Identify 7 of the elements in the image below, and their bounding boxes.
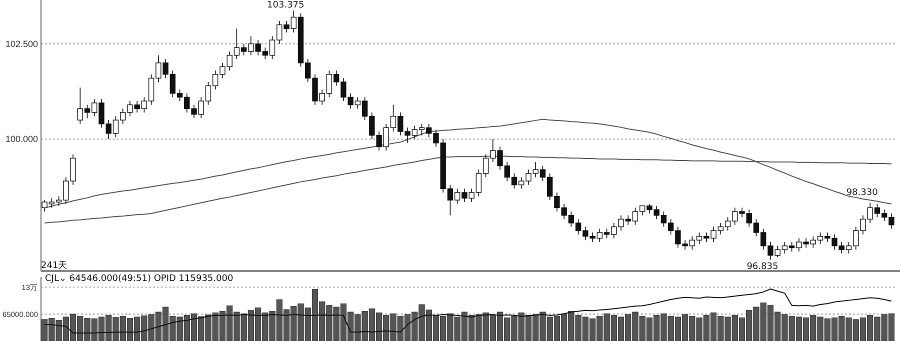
annotation: 103.375 (267, 0, 304, 10)
annotation: 96.835 (746, 262, 778, 272)
y-tick-label: 100.000 (5, 134, 38, 144)
y-tick-label: 102.500 (5, 38, 38, 49)
annotation: 98.330 (846, 188, 878, 198)
annotation: 241天 (41, 260, 68, 271)
text: CJL⌄ 64546.000(49:51) OPID 115935.000 (45, 274, 234, 284)
